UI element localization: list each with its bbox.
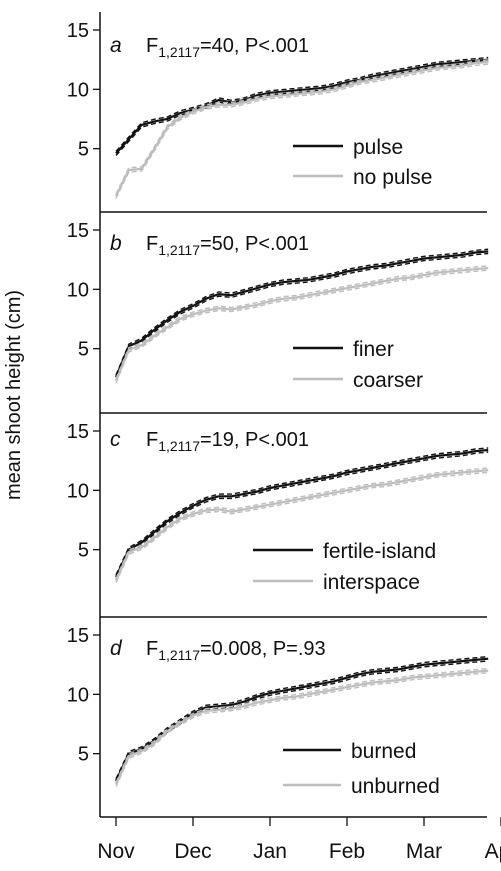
series-pulse [115, 56, 489, 156]
statistic-symbol: F [146, 429, 158, 451]
legend-label: finer [353, 338, 394, 361]
y-tick-label: 15 [67, 20, 89, 42]
y-axis-label: mean shoot height (cm) [3, 290, 25, 500]
statistic-subscript: 1,2117 [158, 647, 200, 663]
series-upper-band [115, 667, 489, 783]
series-lower-band [115, 451, 489, 580]
legend-label: pulse [353, 136, 403, 159]
panel-letter: b [110, 232, 122, 255]
statistic-symbol: F [146, 638, 158, 660]
series-upper-band [115, 655, 489, 780]
statistic-symbol: F [146, 233, 158, 255]
statistic-subscript: 1,2117 [158, 438, 200, 454]
series-line [115, 657, 489, 782]
series-line [115, 60, 489, 197]
y-tick-label: 15 [67, 220, 89, 242]
series-line [114, 469, 489, 581]
statistic-subscript: 1,2117 [158, 44, 200, 60]
series-upper-band [115, 265, 489, 379]
legend-label: burned [351, 740, 416, 763]
panel-c: 5 10 15 fertile-island interspace c F1,2117=19… [67, 421, 489, 618]
series-lower-band [115, 269, 489, 384]
series-line [115, 58, 489, 155]
statistic-value: =0.008, P=.93 [200, 638, 326, 660]
legend-label: no pulse [353, 166, 432, 189]
legend-label: interspace [323, 571, 420, 594]
y-tick-label: 5 [78, 744, 89, 766]
legend-label: fertile-island [323, 540, 436, 563]
legend-label: unburned [351, 775, 440, 798]
series-line [114, 669, 489, 785]
panel-d: 5 10 15 burned unburned d F1,2117=0.008, P=.93 [67, 625, 489, 818]
panel-statistic: F1,2117=19, P<.001 [146, 429, 309, 454]
panel-statistic: F1,2117=40, P<.001 [146, 35, 309, 60]
series-upper-band [115, 248, 489, 376]
series-lower-band [115, 471, 489, 583]
series-line [114, 250, 489, 378]
statistic-symbol: F [146, 35, 158, 57]
series-upper-band [115, 56, 489, 152]
y-tick-label: 10 [67, 79, 89, 101]
y-tick-label: 15 [67, 421, 89, 443]
series-interspace [114, 467, 489, 583]
statistic-value: =50, P<.001 [200, 233, 309, 255]
series-no-pulse [115, 59, 489, 199]
x-tick-label: Apr [485, 840, 501, 863]
y-tick-label: 5 [78, 139, 89, 161]
x-tick-label: Jan [253, 840, 287, 863]
y-tick-label: 10 [67, 279, 89, 301]
series-unburned [114, 667, 489, 787]
panel-statistic: F1,2117=50, P<.001 [146, 233, 309, 258]
series-lower-band [115, 672, 489, 787]
series-line [115, 448, 489, 578]
y-tick-label: 10 [67, 684, 89, 706]
series-upper-band [115, 447, 489, 576]
x-tick-label: Dec [174, 840, 211, 863]
panel-b: 5 10 15 finer coarser b F1,2117=50, P<.001 [67, 220, 489, 414]
y-tick-label: 5 [78, 540, 89, 562]
statistic-subscript: 1,2117 [158, 242, 200, 258]
panel-statistic: F1,2117=0.008, P=.93 [146, 638, 326, 663]
series-coarser [114, 265, 489, 384]
series-finer [114, 248, 489, 380]
y-tick-label: 5 [78, 339, 89, 361]
series-fertile-island [115, 447, 489, 580]
statistic-value: =40, P<.001 [200, 35, 309, 57]
y-tick-label: 10 [67, 480, 89, 502]
series-line [114, 266, 489, 382]
panel-a: 5 10 15 pulse no pulse a F1,2117=40, P<.001 [67, 20, 489, 213]
x-tick-label: Feb [329, 840, 365, 863]
panel-letter: a [110, 34, 122, 57]
statistic-value: =19, P<.001 [200, 429, 309, 451]
x-tick-label: Mar [406, 840, 442, 863]
x-tick-label: Nov [97, 840, 135, 863]
panel-letter: c [110, 428, 121, 451]
legend-label: coarser [353, 369, 423, 392]
series-lower-band [115, 61, 489, 156]
y-tick-label: 15 [67, 625, 89, 647]
panel-letter: d [110, 637, 123, 660]
series-lower-band [115, 660, 489, 784]
x-axis: Nov Dec Jan Feb Mar Apr [97, 817, 501, 863]
series-upper-band [115, 59, 489, 195]
series-upper-band [115, 467, 489, 579]
series-lower-band [115, 63, 489, 199]
